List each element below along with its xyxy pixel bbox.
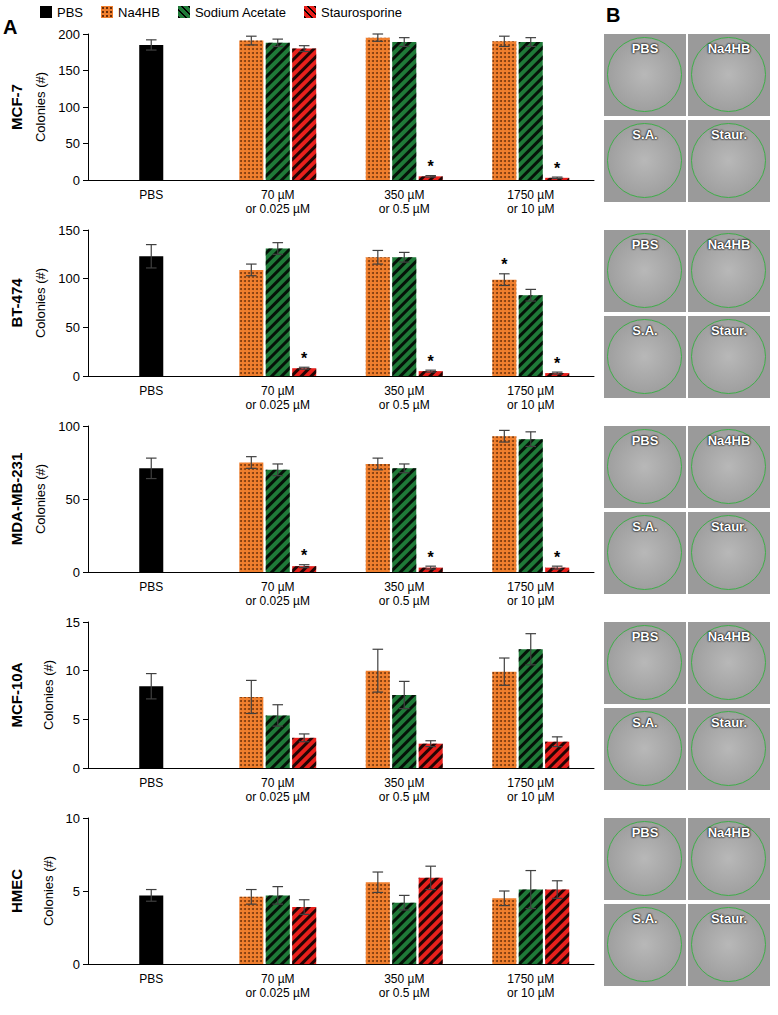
svg-text:or 10 µM: or 10 µM: [507, 398, 555, 412]
html-text:S.A.: S.A.: [632, 715, 658, 730]
html-text:S.A.: S.A.: [632, 127, 658, 142]
svg-text:or 0.5 µM: or 0.5 µM: [379, 594, 430, 608]
svg-text:350 µM: 350 µM: [384, 188, 424, 202]
svg-text:Colonies (#): Colonies (#): [41, 856, 56, 926]
svg-text:50: 50: [66, 136, 80, 151]
svg-text:1750 µM: 1750 µM: [507, 972, 554, 986]
svg-text:*: *: [501, 256, 508, 273]
svg-text:0: 0: [73, 565, 80, 580]
svg-text:50: 50: [66, 320, 80, 335]
svg-text:150: 150: [58, 223, 80, 238]
svg-text:or 0.5 µM: or 0.5 µM: [379, 202, 430, 216]
svg-text:15: 15: [66, 615, 80, 630]
svg-text:or 0.5 µM: or 0.5 µM: [379, 398, 430, 412]
svg-text:50: 50: [66, 492, 80, 507]
html-text:S.A.: S.A.: [632, 911, 658, 926]
svg-text:70 µM: 70 µM: [261, 580, 295, 594]
svg-text:or 10 µM: or 10 µM: [507, 202, 555, 216]
html-text:PBS: PBS: [631, 433, 659, 448]
svg-text:*: *: [301, 350, 308, 367]
svg-text:5: 5: [73, 884, 80, 899]
svg-text:*: *: [301, 547, 308, 564]
svg-text:MCF-10A: MCF-10A: [8, 662, 25, 727]
svg-text:or 0.025 µM: or 0.025 µM: [246, 594, 310, 608]
svg-text:0: 0: [73, 369, 80, 384]
html-text:Staur.: Staur.: [710, 715, 748, 730]
svg-text:PBS: PBS: [139, 972, 163, 986]
svg-text:1750 µM: 1750 µM: [507, 384, 554, 398]
svg-text:150: 150: [58, 63, 80, 78]
svg-text:MDA-MB-231: MDA-MB-231: [8, 453, 25, 546]
svg-text:*: *: [554, 355, 561, 372]
svg-text:10: 10: [66, 811, 80, 826]
svg-text:*: *: [428, 158, 435, 175]
html-text:Staur.: Staur.: [710, 519, 748, 534]
svg-text:PBS: PBS: [139, 384, 163, 398]
html-text:Na4HB: Na4HB: [118, 4, 160, 20]
html-text:Na4HB: Na4HB: [707, 433, 751, 448]
svg-text:PBS: PBS: [139, 580, 163, 594]
svg-text:or 10 µM: or 10 µM: [507, 790, 555, 804]
svg-text:70 µM: 70 µM: [261, 188, 295, 202]
svg-text:PBS: PBS: [139, 776, 163, 790]
svg-text:0: 0: [73, 957, 80, 972]
svg-text:PBS: PBS: [139, 188, 163, 202]
svg-text:*: *: [428, 353, 435, 370]
svg-text:MCF-7: MCF-7: [8, 84, 25, 130]
svg-text:70 µM: 70 µM: [261, 972, 295, 986]
svg-text:1750 µM: 1750 µM: [507, 776, 554, 790]
html-text:Na4HB: Na4HB: [707, 629, 751, 644]
svg-text:or 0.5 µM: or 0.5 µM: [379, 790, 430, 804]
svg-text:70 µM: 70 µM: [261, 384, 295, 398]
svg-text:350 µM: 350 µM: [384, 384, 424, 398]
svg-text:Colonies (#): Colonies (#): [33, 72, 48, 142]
svg-text:350 µM: 350 µM: [384, 580, 424, 594]
svg-text:1750 µM: 1750 µM: [507, 580, 554, 594]
svg-text:1750 µM: 1750 µM: [507, 188, 554, 202]
html-text:Staurosporine: Staurosporine: [321, 4, 402, 20]
html-text:S.A.: S.A.: [632, 323, 658, 338]
svg-text:Colonies (#): Colonies (#): [33, 464, 48, 534]
svg-text:or 0.025 µM: or 0.025 µM: [246, 986, 310, 1000]
html-text:PBS: PBS: [57, 4, 83, 20]
html-text:Na4HB: Na4HB: [707, 41, 751, 56]
svg-text:or 0.025 µM: or 0.025 µM: [246, 790, 310, 804]
html-text:S.A.: S.A.: [632, 519, 658, 534]
svg-text:*: *: [554, 160, 561, 177]
svg-text:or 0.025 µM: or 0.025 µM: [246, 202, 310, 216]
html-text:Staur.: Staur.: [710, 127, 748, 142]
html-text:PBS: PBS: [631, 237, 659, 252]
svg-text:100: 100: [58, 100, 80, 115]
html-text:A: A: [3, 16, 18, 38]
svg-text:or 10 µM: or 10 µM: [507, 986, 555, 1000]
html-text:Sodium Acetate: Sodium Acetate: [194, 4, 286, 20]
html-text:Na4HB: Na4HB: [707, 237, 751, 252]
html-text:PBS: PBS: [631, 825, 659, 840]
html-text:B: B: [606, 4, 621, 26]
svg-text:100: 100: [58, 419, 80, 434]
html-text:Staur.: Staur.: [710, 323, 748, 338]
svg-text:or 0.5 µM: or 0.5 µM: [379, 986, 430, 1000]
svg-text:350 µM: 350 µM: [384, 972, 424, 986]
svg-text:5: 5: [73, 712, 80, 727]
svg-text:Colonies (#): Colonies (#): [41, 660, 56, 730]
svg-text:200: 200: [58, 27, 80, 42]
svg-text:*: *: [554, 549, 561, 566]
html-text:PBS: PBS: [631, 629, 659, 644]
svg-text:350 µM: 350 µM: [384, 776, 424, 790]
svg-text:or 0.025 µM: or 0.025 µM: [246, 398, 310, 412]
html-text:PBS: PBS: [631, 41, 659, 56]
html-text:Staur.: Staur.: [710, 911, 748, 926]
html-text:Na4HB: Na4HB: [707, 825, 751, 840]
svg-text:BT-474: BT-474: [8, 278, 25, 328]
svg-text:or 10 µM: or 10 µM: [507, 594, 555, 608]
svg-text:0: 0: [73, 173, 80, 188]
svg-text:0: 0: [73, 761, 80, 776]
svg-text:*: *: [428, 549, 435, 566]
svg-text:100: 100: [58, 271, 80, 286]
svg-text:HMEC: HMEC: [8, 869, 25, 913]
svg-text:Colonies (#): Colonies (#): [33, 268, 48, 338]
svg-text:70 µM: 70 µM: [261, 776, 295, 790]
svg-text:10: 10: [66, 663, 80, 678]
